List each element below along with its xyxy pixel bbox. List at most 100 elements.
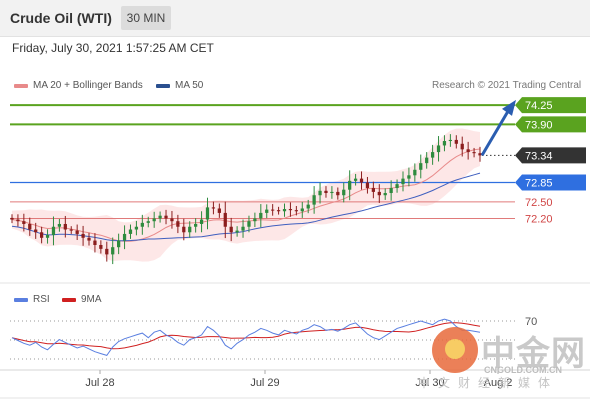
candle-body (271, 209, 275, 211)
candle-body (466, 149, 470, 153)
candle-body (217, 208, 221, 213)
candle-body (229, 226, 233, 233)
candle-body (383, 193, 387, 196)
x-tick-label: Jul 28 (85, 377, 114, 389)
candle-body (28, 223, 32, 230)
candle-body (353, 178, 358, 181)
candle-body (472, 152, 476, 154)
candle-body (348, 180, 352, 190)
watermark-domain: CNGOLD.COM.CN (484, 365, 562, 375)
candle-body (288, 209, 293, 211)
rsi-panel: 70 (10, 316, 537, 360)
cngold-logo-icon (432, 327, 478, 373)
candle-body (10, 217, 14, 220)
chart-timestamp: Friday, July 30, 2021 1:57:25 AM CET (12, 41, 214, 55)
level-tag-bg (515, 97, 586, 114)
candle-body (294, 210, 298, 212)
candle-body (34, 229, 38, 233)
candle-body (211, 207, 216, 209)
candle-body (359, 178, 364, 183)
x-axis: Jul 28 Jul 29 Jul 30 Aug 2 (85, 370, 512, 389)
candle-body (117, 240, 121, 248)
candle-body (436, 145, 441, 153)
bollinger-band-area (12, 128, 480, 262)
candle-body (282, 209, 287, 212)
rsi-ma-line (11, 322, 481, 350)
candle-body (259, 212, 263, 219)
level-tag-bg (515, 116, 586, 133)
rsi-legend-label: RSI (33, 294, 50, 305)
candle-body (45, 235, 50, 238)
level-tag-bg (515, 147, 586, 164)
candle-body (16, 219, 20, 222)
candle-body (111, 247, 115, 255)
candle-body (146, 221, 150, 223)
candle-body (247, 221, 251, 227)
forecast-arrow (480, 99, 516, 157)
ma50-legend-label: MA 50 (175, 80, 204, 91)
candle-body (389, 188, 393, 194)
ma50-legend-swatch (156, 84, 170, 88)
level-tag-label: 73.34 (525, 150, 553, 162)
candle-body (223, 212, 227, 227)
candle-body (69, 229, 73, 231)
ma50-line (11, 172, 481, 242)
candle-body (300, 208, 304, 212)
level-tag-label: 72.20 (525, 213, 553, 225)
candle-body (324, 190, 328, 194)
timeframe-button[interactable]: 30 MIN (121, 6, 171, 30)
candle-body (51, 226, 56, 236)
candle-body (93, 240, 97, 245)
candle-body (419, 163, 423, 170)
rsi-legend-swatch (14, 298, 28, 302)
candle-body (442, 141, 447, 146)
candle-body (164, 215, 168, 219)
ma20-legend-swatch (14, 84, 28, 88)
level-tag-label: 72.50 (525, 197, 553, 209)
candle-body (22, 221, 26, 224)
candle-body (253, 218, 257, 222)
price-level-lines (10, 104, 515, 219)
forecast-arrow-head (502, 99, 516, 116)
chart-header: Crude Oil (WTI) 30 MIN (0, 0, 590, 37)
candle-body (122, 233, 127, 241)
rsi-line (11, 318, 481, 356)
x-tick-label: Jul 29 (250, 377, 279, 389)
moving-averages (11, 148, 481, 242)
candle-body (478, 153, 482, 156)
candle-body (454, 139, 458, 144)
x-tick-label: Jul 30 (415, 377, 444, 389)
candle-body (425, 157, 429, 164)
candle-body (401, 178, 405, 185)
candle-body (182, 226, 186, 233)
level-tag-label: 72.85 (525, 178, 553, 190)
candle-body (330, 191, 334, 194)
candle-body (199, 219, 204, 224)
candle-body (377, 191, 381, 196)
candlesticks (10, 134, 482, 265)
rsi-level-label: 70 (525, 316, 537, 328)
candle-body (235, 230, 239, 233)
candle-body (105, 248, 109, 255)
rsi-ma-legend-label: 9MA (81, 294, 102, 305)
x-tick-label: Aug 2 (484, 377, 513, 389)
level-tag-label: 74.25 (525, 100, 553, 112)
candle-body (63, 223, 67, 230)
candle-body (87, 237, 91, 241)
candle-body (312, 195, 316, 205)
candle-body (152, 218, 156, 222)
candle-body (170, 218, 174, 222)
candle-body (413, 169, 417, 176)
candle-body (448, 139, 453, 142)
candle-body (39, 232, 44, 238)
candle-body (365, 182, 370, 189)
candle-body (81, 233, 85, 238)
candle-body (318, 190, 322, 196)
copyright-label: Research © 2021 Trading Central (432, 80, 582, 91)
candle-body (188, 226, 192, 233)
ma20-line (11, 148, 481, 242)
candle-body (75, 230, 79, 234)
candle-body (306, 204, 310, 209)
rsi-ma-legend-swatch (62, 298, 76, 302)
